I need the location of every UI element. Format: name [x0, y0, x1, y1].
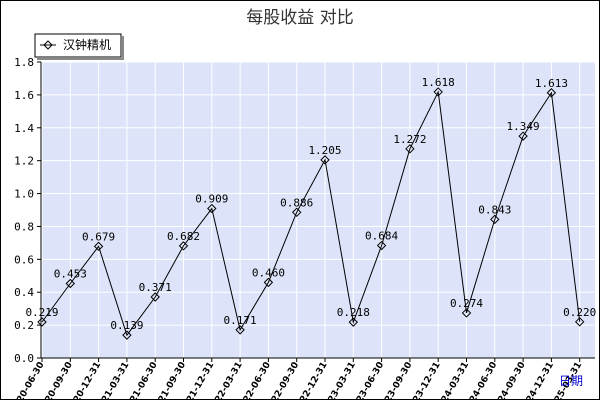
data-label: 1.349	[507, 120, 540, 133]
data-label: 0.886	[280, 196, 313, 209]
data-label: 1.618	[422, 76, 455, 89]
data-label: 0.453	[54, 268, 87, 281]
data-label: 0.684	[365, 230, 398, 243]
data-point-marker	[291, 207, 302, 218]
data-label: 1.205	[308, 144, 341, 157]
plot-area	[41, 62, 595, 358]
y-tick-label: 1.2	[14, 155, 34, 168]
data-label: 0.218	[337, 306, 370, 319]
y-tick-label: 1.0	[14, 188, 34, 201]
data-label: 0.219	[25, 306, 58, 319]
data-point-marker	[122, 330, 132, 340]
y-tick-label: 0.6	[14, 253, 34, 266]
data-point-marker	[235, 325, 245, 335]
data-label: 0.371	[139, 281, 172, 294]
data-point-marker	[376, 240, 387, 251]
data-label: 0.220	[563, 306, 596, 319]
y-tick-labels: 0.0 0.2 0.4 0.6 0.8 1.0 1.2 1.4 1.6 1.8	[14, 56, 34, 365]
data-point-marker	[574, 317, 585, 327]
data-point-marker	[150, 292, 160, 302]
data-label: 0.274	[450, 297, 483, 310]
data-labels: 0.219 0.453 0.679 0.139 0.371 0.682 0.909 0.171…	[25, 76, 596, 332]
data-point-marker	[348, 317, 359, 327]
data-label: 1.613	[535, 77, 568, 90]
series-line	[41, 90, 581, 337]
y-tick-label: 1.4	[14, 122, 34, 135]
data-point-marker	[263, 277, 274, 288]
legend-diamond-icon	[43, 40, 53, 50]
x-axis-caption: 日期	[559, 374, 583, 388]
y-tick-label: 0.0	[14, 352, 34, 365]
data-point-marker	[405, 144, 415, 154]
data-point-marker	[320, 155, 330, 165]
legend-box	[34, 33, 122, 58]
y-tick-label: 0.2	[14, 319, 34, 332]
data-point-marker	[433, 87, 443, 97]
legend-shadow-bottom	[37, 58, 124, 60]
axes	[37, 61, 595, 362]
data-point-marker	[461, 308, 472, 318]
data-point-marker	[546, 88, 557, 98]
data-label: 0.682	[167, 230, 200, 243]
data-markers	[37, 87, 585, 340]
y-tick-label: 1.8	[14, 56, 34, 69]
data-label: 0.843	[478, 203, 511, 216]
data-point-marker	[178, 241, 189, 251]
legend: 汉钟精机	[34, 33, 124, 60]
data-point-marker	[93, 241, 104, 252]
chart-title: 每股收益 对比	[246, 8, 353, 28]
data-point-marker	[207, 203, 217, 214]
data-label: 0.679	[82, 230, 115, 243]
legend-shadow-right	[122, 36, 124, 59]
y-tick-label: 1.6	[14, 89, 34, 102]
data-point-marker	[37, 317, 47, 327]
data-point-marker	[490, 214, 500, 225]
data-label: 0.139	[110, 319, 143, 332]
x-tick-label: 2020-06-30	[9, 361, 46, 400]
x-tick-labels: 2020-06-302020-09-302020-12-312021-03-31…	[9, 361, 584, 400]
data-label: 0.909	[195, 193, 228, 206]
data-label: 1.272	[393, 133, 426, 146]
legend-label: 汉钟精机	[63, 37, 111, 52]
data-point-marker	[518, 131, 528, 141]
data-label: 0.460	[252, 266, 285, 279]
y-tick-label: 0.8	[14, 220, 34, 233]
data-label: 0.171	[224, 314, 257, 327]
y-tick-label: 0.4	[14, 286, 34, 299]
data-point-marker	[65, 278, 76, 289]
